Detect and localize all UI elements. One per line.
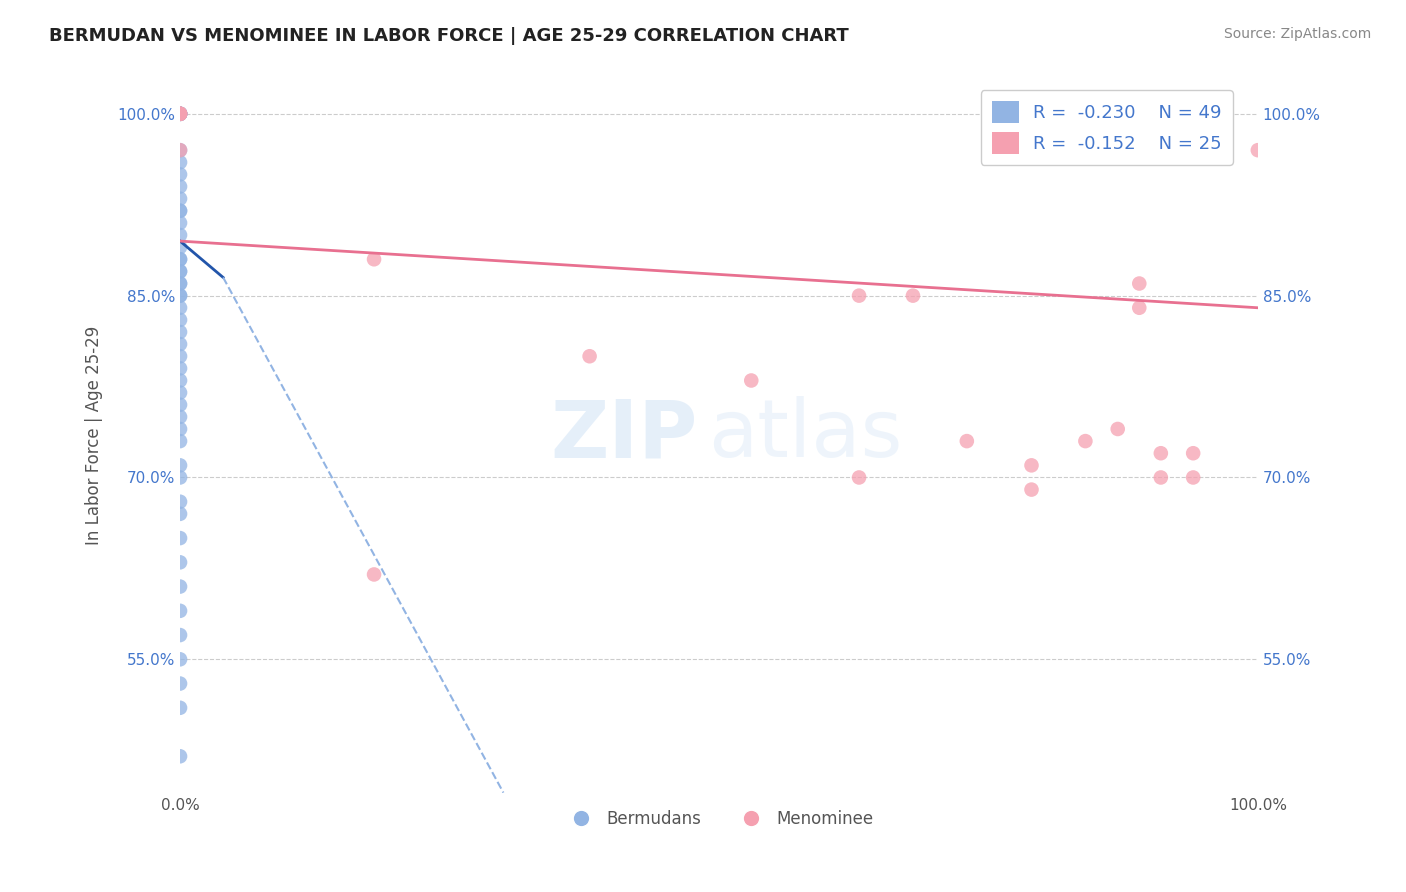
Point: [1021, 483, 1043, 497]
Point: [169, 107, 191, 121]
Legend: Bermudans, Menominee: Bermudans, Menominee: [558, 803, 880, 834]
Point: [169, 216, 191, 230]
Point: [1204, 107, 1226, 121]
Point: [1128, 277, 1150, 291]
Point: [169, 555, 191, 569]
Point: [169, 277, 191, 291]
Point: [169, 628, 191, 642]
Point: [169, 434, 191, 449]
Point: [1128, 301, 1150, 315]
Point: [169, 240, 191, 254]
Text: Source: ZipAtlas.com: Source: ZipAtlas.com: [1223, 27, 1371, 41]
Point: [169, 288, 191, 302]
Point: [1150, 446, 1173, 460]
Point: [169, 107, 191, 121]
Point: [169, 749, 191, 764]
Point: [169, 107, 191, 121]
Point: [901, 288, 924, 302]
Point: [1150, 470, 1173, 484]
Point: [169, 227, 191, 242]
Point: [169, 676, 191, 690]
Point: [956, 434, 979, 449]
Point: [169, 143, 191, 157]
Point: [169, 385, 191, 400]
Point: [1107, 422, 1129, 436]
Point: [169, 337, 191, 351]
Point: [169, 349, 191, 363]
Point: [169, 494, 191, 508]
Point: [363, 252, 385, 267]
Point: [169, 179, 191, 194]
Point: [169, 580, 191, 594]
Point: [1074, 434, 1097, 449]
Point: [848, 288, 870, 302]
Point: [169, 264, 191, 278]
Text: BERMUDAN VS MENOMINEE IN LABOR FORCE | AGE 25-29 CORRELATION CHART: BERMUDAN VS MENOMINEE IN LABOR FORCE | A…: [49, 27, 849, 45]
Point: [848, 470, 870, 484]
Point: [169, 107, 191, 121]
Point: [169, 192, 191, 206]
Point: [169, 203, 191, 218]
Point: [169, 422, 191, 436]
Point: [169, 313, 191, 327]
Point: [578, 349, 600, 363]
Point: [1182, 446, 1205, 460]
Point: [1247, 143, 1270, 157]
Point: [169, 604, 191, 618]
Point: [169, 325, 191, 339]
Point: [169, 409, 191, 424]
Point: [169, 288, 191, 302]
Point: [169, 277, 191, 291]
Point: [1182, 470, 1205, 484]
Point: [169, 155, 191, 169]
Point: [169, 143, 191, 157]
Point: [169, 398, 191, 412]
Point: [740, 374, 762, 388]
Point: [169, 107, 191, 121]
Point: [169, 107, 191, 121]
Point: [169, 301, 191, 315]
Point: [169, 264, 191, 278]
Text: ZIP: ZIP: [550, 396, 697, 474]
Point: [169, 700, 191, 714]
Point: [169, 470, 191, 484]
Point: [169, 107, 191, 121]
Point: [169, 107, 191, 121]
Point: [363, 567, 385, 582]
Point: [169, 507, 191, 521]
Point: [169, 531, 191, 545]
Point: [169, 458, 191, 473]
Point: [169, 203, 191, 218]
Point: [169, 361, 191, 376]
Point: [169, 252, 191, 267]
Point: [169, 107, 191, 121]
Y-axis label: In Labor Force | Age 25-29: In Labor Force | Age 25-29: [86, 326, 103, 545]
Text: atlas: atlas: [709, 396, 903, 474]
Point: [169, 374, 191, 388]
Point: [169, 168, 191, 182]
Point: [169, 107, 191, 121]
Point: [1021, 458, 1043, 473]
Point: [169, 252, 191, 267]
Point: [169, 652, 191, 666]
